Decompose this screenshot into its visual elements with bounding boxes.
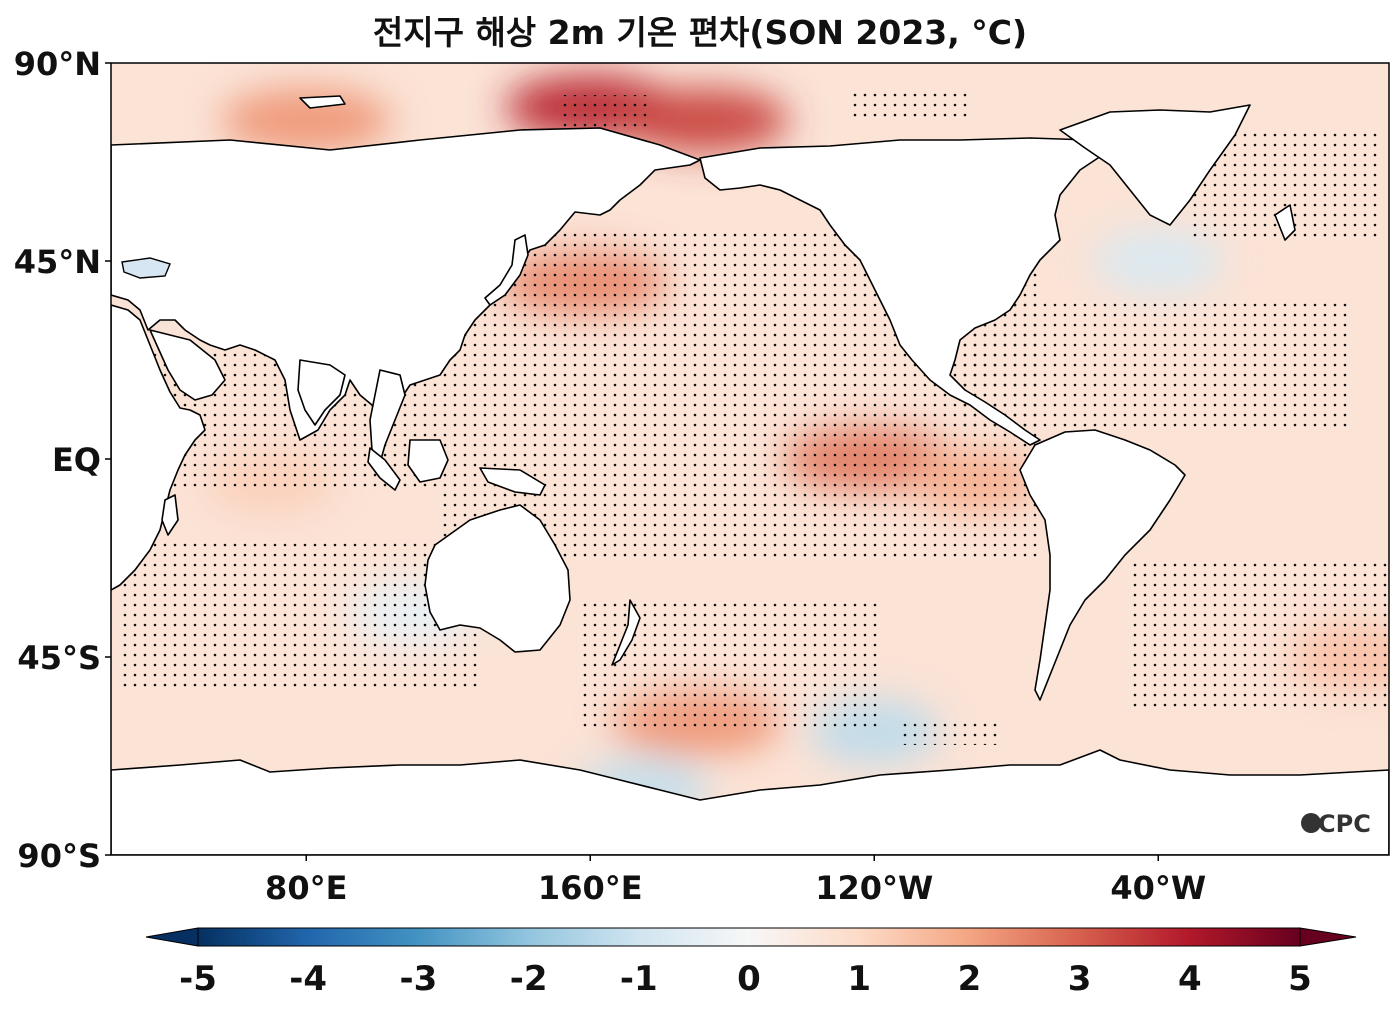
map-plot-area <box>111 63 1389 855</box>
stipple-region <box>560 95 650 130</box>
colorbar-extend-low <box>145 927 199 947</box>
cpc-logo-text: CPC <box>1318 810 1371 838</box>
cpc-logo: CPC <box>1301 810 1371 838</box>
colorbar-tick-label: -2 <box>510 959 548 999</box>
x-tick-label: 120°W <box>815 869 933 907</box>
stipple-region <box>1130 560 1389 710</box>
australia-land <box>424 504 571 653</box>
sumatra-land <box>367 447 401 491</box>
antarctica-land <box>111 749 1389 855</box>
caspian-sea <box>121 257 171 279</box>
land-masses <box>111 95 1389 855</box>
anomaly-feature <box>221 88 392 153</box>
africa-land <box>111 304 206 591</box>
colorbar-tick-label: -1 <box>620 959 658 999</box>
colorbar-tick-label: 2 <box>958 959 982 999</box>
colorbar-extend-high <box>1299 927 1357 947</box>
stipple-region <box>900 720 1000 745</box>
stipple-region <box>120 540 480 690</box>
colorbar-tick-label: 0 <box>737 959 761 999</box>
colorbar-tick-label: 1 <box>847 959 871 999</box>
stipple-region <box>960 300 1350 430</box>
anomaly-feature <box>1093 229 1224 293</box>
y-tick-label: 90°S <box>17 837 101 875</box>
x-tick-label: 80°E <box>265 869 347 907</box>
y-tick-label: EQ <box>52 441 101 479</box>
indochina-land <box>369 369 406 471</box>
eurasia-land <box>111 127 701 441</box>
colorbar: -5 -4 -3 -2 -1 0 1 2 3 4 5 <box>145 927 1357 999</box>
colorbar-tick-label: 5 <box>1288 959 1312 999</box>
map-title: 전지구 해상 2m 기온 편차(SON 2023, °C) <box>372 13 1028 52</box>
stipple-region <box>850 90 970 120</box>
colorbar-tick-label: -5 <box>179 959 217 999</box>
india-land <box>297 359 346 426</box>
colorbar-tick-label: 4 <box>1178 959 1202 999</box>
south-america-land <box>1019 429 1186 701</box>
colorbar-tick-label: -3 <box>400 959 438 999</box>
anomaly-feature <box>618 88 789 153</box>
greenland-land <box>1059 104 1251 226</box>
cpc-logo-icon <box>1301 813 1321 833</box>
japan-land <box>484 234 529 306</box>
x-tick-label: 40°W <box>1110 869 1206 907</box>
colorbar-tick-label: -4 <box>289 959 327 999</box>
y-tick-label: 45°N <box>14 243 101 281</box>
madagascar-land <box>161 494 179 536</box>
x-tick-label: 160°E <box>538 869 643 907</box>
x-axis: 80°E 160°E 120°W 40°W <box>265 855 1206 907</box>
north-america-land <box>699 137 1111 446</box>
colorbar-gradient <box>197 927 1301 947</box>
new-guinea-land <box>479 467 546 496</box>
uk-land <box>1274 204 1296 241</box>
new-zealand-land <box>611 599 641 666</box>
colorbar-tick-label: 3 <box>1068 959 1092 999</box>
arabia-land <box>149 329 226 401</box>
svalbard-land <box>299 95 346 109</box>
colorbar-ticks: -5 -4 -3 -2 -1 0 1 2 3 4 5 <box>179 959 1312 999</box>
y-axis: 90°N 45°N EQ 45°S 90°S <box>14 45 111 875</box>
borneo-land <box>407 439 449 483</box>
y-tick-label: 90°N <box>14 45 101 83</box>
y-tick-label: 45°S <box>17 639 101 677</box>
stipple-region <box>580 600 880 730</box>
